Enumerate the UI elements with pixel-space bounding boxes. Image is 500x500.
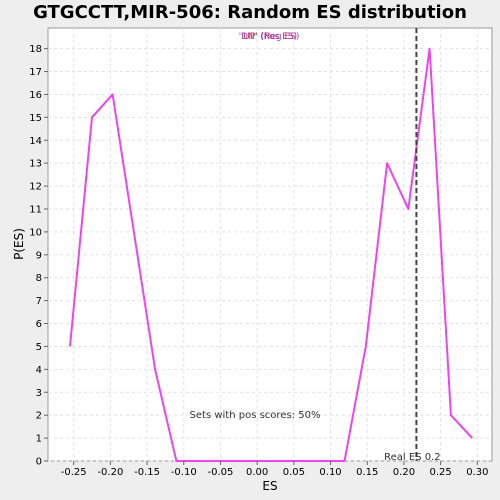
- x-tick-label: 0.15: [356, 467, 378, 478]
- y-tick-label: 12: [29, 182, 42, 193]
- y-tick-label: 4: [36, 365, 42, 376]
- y-tick-label: 13: [29, 159, 42, 170]
- x-tick-label: -0.10: [171, 467, 197, 478]
- x-tick-label: 0.25: [429, 467, 451, 478]
- real-es-label: Real ES 0.2: [384, 452, 440, 463]
- x-tick-label: 0.05: [283, 467, 305, 478]
- y-tick-label: 15: [29, 113, 42, 124]
- y-tick-label: 17: [29, 67, 42, 78]
- y-tick-label: 1: [36, 434, 42, 445]
- y-tick-label: 0: [36, 457, 42, 468]
- plot-area: [48, 28, 492, 461]
- x-tick-label: -0.05: [208, 467, 234, 478]
- y-tick-label: 8: [36, 273, 42, 284]
- x-tick-label: -0.20: [97, 467, 123, 478]
- y-tick-label: 2: [36, 411, 42, 422]
- legend: 'UP' (Pos ES) 'DN' (Neg ES): [239, 32, 300, 42]
- y-tick-label: 10: [29, 227, 42, 238]
- y-tick-label: 9: [36, 250, 42, 261]
- x-tick-label: 0.00: [246, 467, 268, 478]
- x-tick-label: 0.10: [319, 467, 341, 478]
- chart-title: GTGCCTT,MIR-506: Random ES distribution: [33, 2, 467, 23]
- y-tick-label: 11: [29, 204, 42, 215]
- y-tick-label: 18: [29, 44, 42, 55]
- x-tick-label: 0.20: [393, 467, 415, 478]
- y-tick-label: 16: [29, 90, 42, 101]
- y-axis-label: P(ES): [12, 228, 26, 260]
- y-tick-label: 5: [36, 342, 42, 353]
- x-tick-label: -0.15: [134, 467, 160, 478]
- y-tick-label: 6: [36, 319, 42, 330]
- legend-entry-dn: 'DN' (Neg ES): [239, 32, 300, 42]
- pos-scores-annotation: Sets with pos scores: 50%: [190, 410, 321, 421]
- x-tick-label: 0.30: [466, 467, 488, 478]
- y-tick-label: 3: [36, 388, 42, 399]
- y-tick-label: 14: [29, 136, 42, 147]
- x-tick-label: -0.25: [61, 467, 87, 478]
- x-axis-label: ES: [262, 479, 277, 493]
- y-tick-label: 7: [36, 296, 42, 307]
